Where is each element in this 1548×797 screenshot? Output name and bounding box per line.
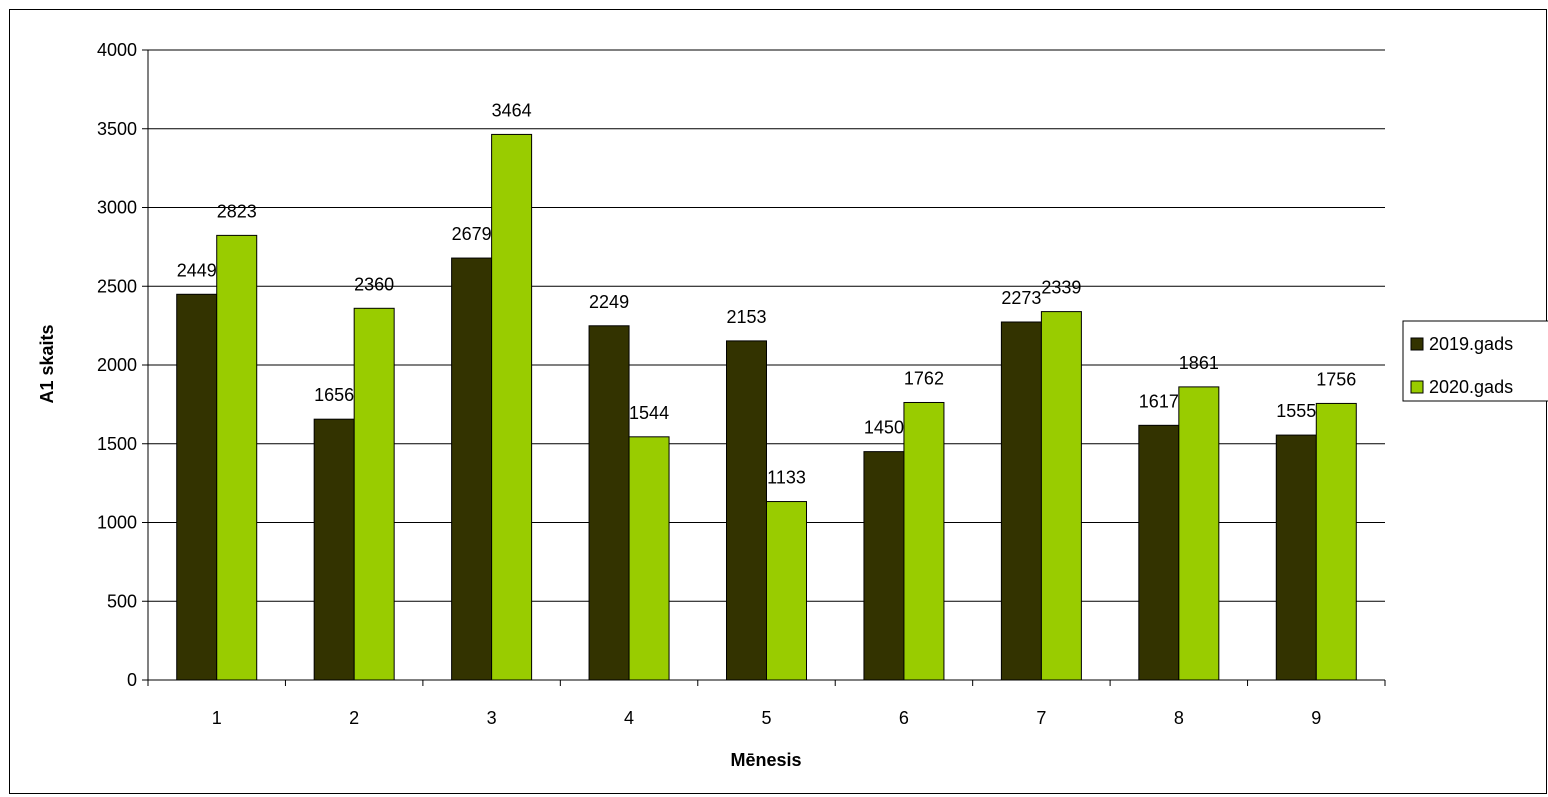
data-labels: 2449 1656 2679 2249 2153 1450 2273 1617 1555 2823… [177,100,1357,487]
data-label: 1762 [904,368,944,388]
data-label: 2273 [1001,288,1041,308]
data-label: 2339 [1041,278,1081,298]
bar-2020-gads-4 [628,436,670,681]
axes: 0 500 1000 1500 2000 2500 3000 3500 4000 1 2 3 4 5 6 7 8… [97,40,1386,728]
bar-2019-gads-2 [313,418,355,681]
x-tick-label: 2 [349,708,359,728]
bar-2019-gads-8 [1138,424,1180,681]
x-tick-label: 4 [624,708,634,728]
data-label: 1656 [314,385,354,405]
x-tick-label: 8 [1174,708,1184,728]
bar-2020-gads-3 [491,133,533,681]
data-label: 1450 [864,418,904,438]
legend-swatch-2020 [1410,380,1424,394]
y-tick-label: 3000 [97,198,137,218]
x-tick-label: 9 [1311,708,1321,728]
data-label: 2679 [452,224,492,244]
y-tick-label: 3500 [97,119,137,139]
y-tick-label: 500 [107,591,137,611]
data-label: 1756 [1316,369,1356,389]
bar-2019-gads-7 [1000,321,1042,681]
y-tick-label: 1000 [97,513,137,533]
y-tick-label: 0 [127,670,137,690]
bar-2019-gads-6 [863,451,905,681]
bar-2019-gads-5 [726,340,767,681]
data-label: 2153 [726,307,766,327]
bar-2020-gads-8 [1178,386,1220,681]
bar-2020-gads-6 [903,401,945,681]
x-tick-label: 6 [899,708,909,728]
legend-box [1402,320,1548,402]
bar-2020-gads-7 [1040,311,1082,681]
x-tick-label: 5 [761,708,771,728]
bar-2020-gads-5 [766,501,807,681]
bar-2019-gads-3 [451,257,493,681]
data-label: 2449 [177,260,217,280]
y-tick-label: 1500 [97,434,137,454]
bar-2020-gads-9 [1315,402,1357,681]
y-tick-label: 4000 [97,40,137,60]
bar-2019-gads-9 [1275,434,1317,681]
x-tick-label: 7 [1036,708,1046,728]
data-label: 2249 [589,292,629,312]
x-tick-label: 1 [212,708,222,728]
data-label: 2823 [217,201,257,221]
data-label: 1861 [1179,353,1219,373]
bar-2019-gads-1 [176,293,218,681]
bar-2020-gads-1 [216,234,258,681]
x-axis-title: Mēnesis [730,750,801,770]
data-label: 2360 [354,274,394,294]
legend: 2019.gads 2020.gads [1402,320,1548,402]
y-axis-title: A1 skaits [37,324,57,403]
y-tick-label: 2500 [97,276,137,296]
data-label: 3464 [492,100,532,120]
data-label: 1544 [629,403,669,423]
bars [176,133,1357,681]
bar-2020-gads-2 [353,307,395,681]
bar-2019-gads-4 [588,325,630,681]
x-tick-label: 3 [487,708,497,728]
data-label: 1133 [767,468,806,488]
y-tick-label: 2000 [97,355,137,375]
legend-label-2020: 2020.gads [1429,377,1513,397]
data-label: 1617 [1139,391,1179,411]
legend-swatch-2019 [1410,337,1424,351]
data-label: 1555 [1276,401,1316,421]
legend-label-2019: 2019.gads [1429,334,1513,354]
